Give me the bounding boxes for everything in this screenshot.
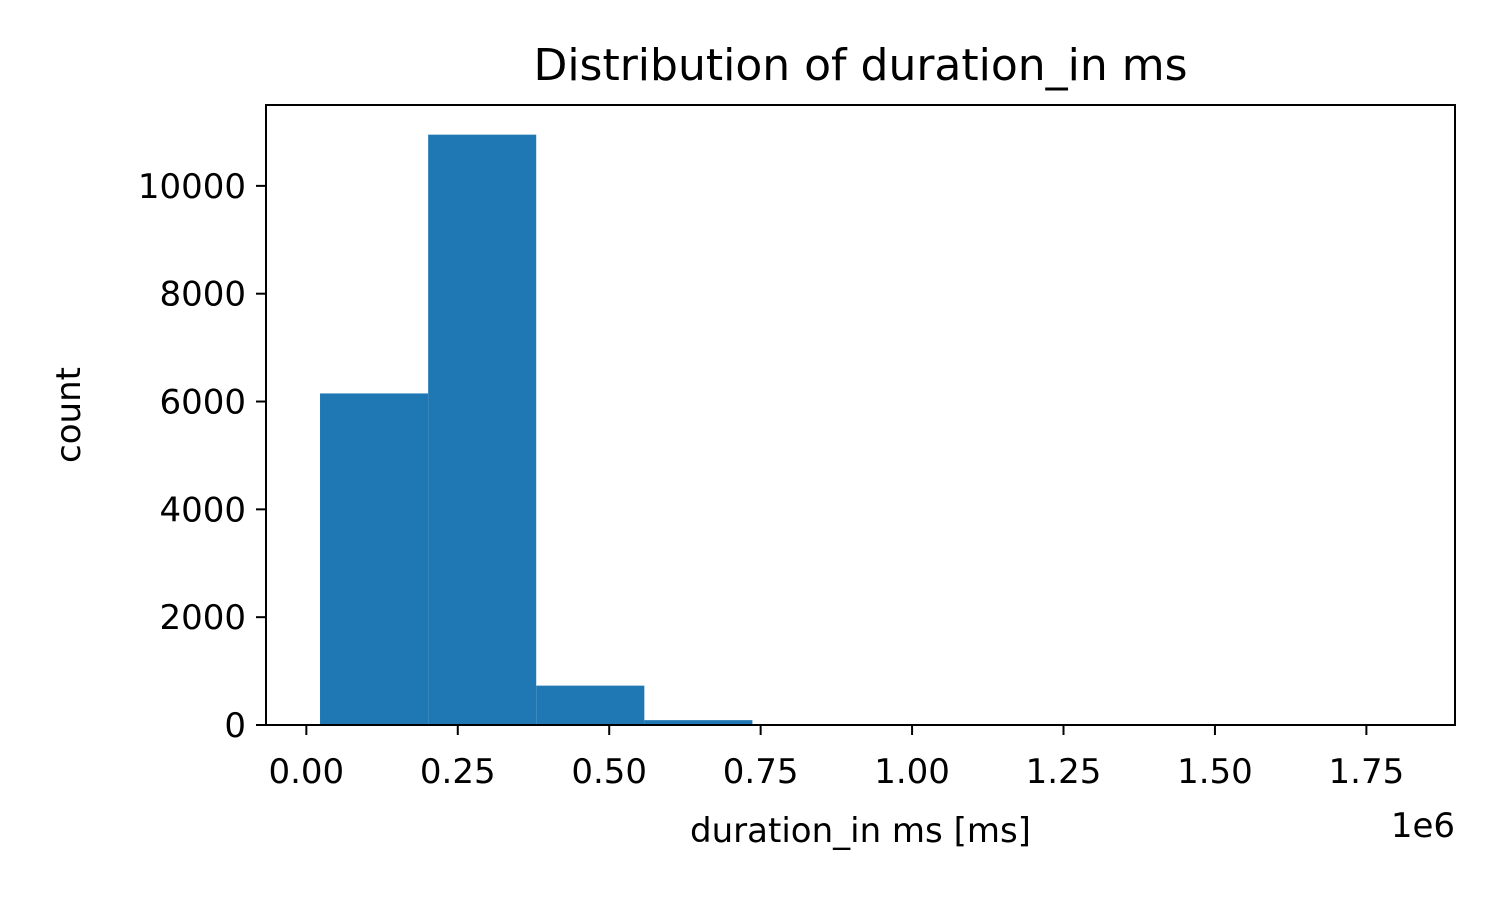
x-tick-label: 1.25 <box>1026 752 1102 792</box>
histogram-bar-3 <box>644 720 753 725</box>
x-tick-label: 1.00 <box>874 752 950 792</box>
x-tick-label: 0.75 <box>723 752 799 792</box>
y-tick-label: 8000 <box>159 275 246 315</box>
y-tick-label: 4000 <box>159 490 246 530</box>
histogram-bar-1 <box>428 134 537 726</box>
chart-title: Distribution of duration_in ms <box>533 40 1187 91</box>
y-tick-label: 2000 <box>159 598 246 638</box>
x-tick-label: 0.50 <box>571 752 647 792</box>
x-tick-label: 1.75 <box>1329 752 1405 792</box>
y-tick-label: 0 <box>224 706 246 746</box>
x-axis-offset-label: 1e6 <box>1391 806 1455 846</box>
y-axis-ticks: 0 2000 4000 6000 8000 10000 <box>138 167 266 746</box>
x-tick-label: 0.00 <box>268 752 344 792</box>
histogram-bar-0 <box>320 393 429 725</box>
histogram-bar-2 <box>536 685 645 725</box>
plot-frame <box>265 104 1456 726</box>
x-tick-label: 1.50 <box>1177 752 1253 792</box>
y-tick-label: 10000 <box>138 167 246 207</box>
y-axis-label: count <box>49 367 89 463</box>
x-axis-label: duration_in ms [ms] <box>690 811 1031 851</box>
x-tick-label: 0.25 <box>420 752 496 792</box>
y-tick-label: 6000 <box>159 383 246 423</box>
x-axis-ticks: 0.00 0.25 0.50 0.75 1.00 1.25 1.50 1.75 <box>268 725 1404 792</box>
